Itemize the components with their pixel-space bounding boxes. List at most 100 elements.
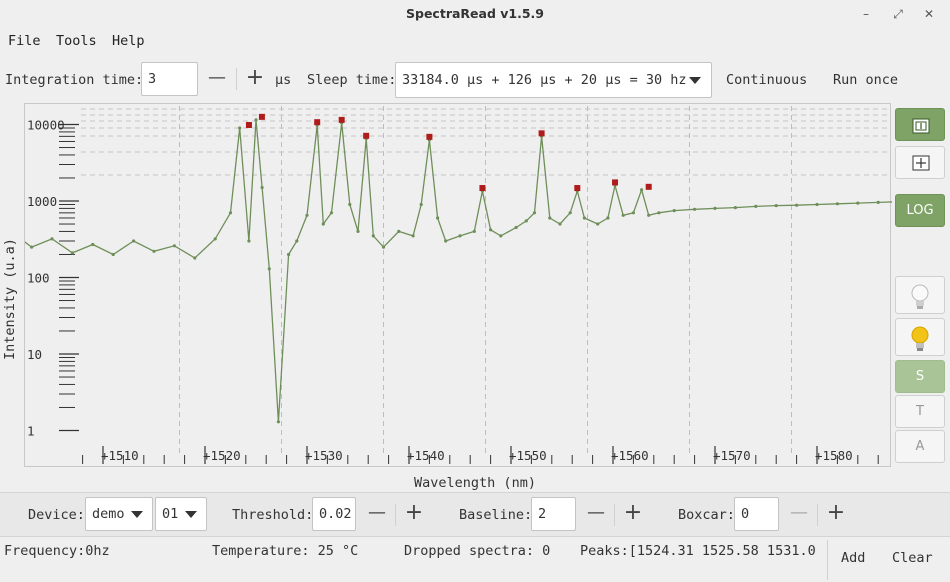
baseline-decrease-button[interactable]: —	[587, 502, 605, 523]
spectrum-point	[238, 126, 242, 130]
peak-marker	[363, 132, 370, 139]
spectrum-point	[568, 211, 572, 215]
boxcar-decrease-button[interactable]: —	[790, 502, 808, 523]
maximize-icon[interactable]: ⤢	[893, 7, 903, 21]
sleep-time-select[interactable]: 33184.0 µs + 126 µs + 20 µs = 30 hz	[395, 62, 712, 98]
boxcar-increase-button[interactable]: +	[826, 500, 846, 525]
bulb-on-icon	[911, 326, 929, 351]
sample-button[interactable]: S	[895, 360, 945, 393]
integration-increase-button[interactable]: +	[245, 65, 265, 90]
acquisition-toolbar: Integration time: 3 — + µs Sleep time: 3…	[0, 60, 950, 100]
spectrum-point	[172, 244, 176, 248]
sleep-time-value: 33184.0 µs + 126 µs + 20 µs = 30 hz	[402, 72, 687, 88]
menu-file[interactable]: File	[8, 33, 41, 49]
y-axis-label: Intensity (u.a)	[2, 238, 18, 360]
threshold-decrease-button[interactable]: —	[368, 502, 386, 523]
spectrum-series-line	[25, 119, 892, 422]
spectrum-point	[489, 228, 493, 232]
boxcar-label: Boxcar:	[678, 507, 735, 523]
spectrum-point	[411, 234, 415, 238]
peak-marker	[645, 183, 652, 190]
threshold-input[interactable]: 0.02	[312, 497, 356, 531]
baseline-input[interactable]: 2	[531, 497, 576, 531]
chevron-down-icon	[689, 77, 701, 84]
integration-unit-label: µs	[275, 72, 292, 88]
spectrum-point	[91, 242, 95, 247]
spectrum-point	[672, 209, 676, 213]
run-once-button[interactable]: Run once	[833, 72, 899, 88]
spectrum-point	[621, 213, 625, 217]
spectrum-point	[514, 225, 518, 230]
spectrum-point	[111, 252, 115, 257]
continuous-button[interactable]: Continuous	[726, 72, 808, 88]
spectrum-plot[interactable]: 10000 1000 100 10 1 +1510 +1520 +1530 +1540 +1550…	[24, 103, 892, 467]
window-title: SpectraRead v1.5.9	[406, 6, 544, 21]
integration-time-input[interactable]: 3	[141, 62, 198, 96]
snapshot-button[interactable]	[895, 108, 945, 141]
y-tick-label: 10000	[27, 118, 65, 133]
peak-marker	[258, 113, 265, 120]
baseline-increase-button[interactable]: +	[623, 500, 643, 525]
zoom-button[interactable]	[895, 146, 945, 179]
spectrum-point	[733, 206, 738, 210]
spectrum-point	[582, 216, 587, 220]
spectrum-point	[228, 211, 233, 215]
x-tick-label: +1550	[509, 448, 547, 463]
boxcar-input[interactable]: 0	[734, 497, 779, 531]
x-tick-label: +1540	[407, 448, 445, 463]
separator	[395, 504, 396, 526]
spectrum-point	[305, 213, 309, 217]
spectrum-point	[548, 216, 552, 220]
spectrum-point	[329, 211, 334, 215]
separator	[827, 540, 828, 580]
transmission-button[interactable]: T	[895, 395, 945, 428]
device-value: demo	[92, 506, 125, 522]
chevron-down-icon	[131, 511, 143, 518]
frequency-status: Frequency:0hz	[4, 543, 110, 559]
integration-decrease-button[interactable]: —	[208, 67, 226, 88]
spectrum-point	[606, 216, 610, 220]
x-tick-label: +1530	[305, 448, 343, 463]
spectrum-point	[815, 202, 819, 207]
log-toggle-button[interactable]: LOG	[895, 194, 945, 227]
minimize-icon[interactable]: –	[863, 7, 869, 21]
spectrum-point	[631, 211, 636, 215]
spectrum-point	[50, 237, 54, 241]
menu-help[interactable]: Help	[112, 33, 145, 49]
peak-marker	[314, 119, 321, 126]
add-peak-button[interactable]: Add	[841, 550, 866, 566]
spectrum-point	[287, 252, 291, 257]
dropped-spectra-status: Dropped spectra: 0	[404, 543, 551, 559]
menu-tools[interactable]: Tools	[56, 33, 97, 49]
threshold-increase-button[interactable]: +	[404, 500, 424, 525]
x-tick-label: +1520	[203, 448, 241, 463]
crosshair-icon	[912, 155, 930, 171]
spectrum-point	[419, 202, 423, 207]
x-tick-label: +1570	[713, 448, 751, 463]
spectrum-point	[247, 239, 251, 243]
spectrum-point	[152, 249, 156, 253]
peaks-status: Peaks:[1524.31 1525.58 1531.0	[580, 543, 816, 559]
sleep-time-label: Sleep time:	[307, 72, 397, 88]
device-index-select[interactable]: 01	[155, 497, 207, 531]
absorbance-button[interactable]: A	[895, 430, 945, 463]
spectrum-point	[647, 213, 651, 217]
spectrum-point	[213, 237, 217, 241]
peak-marker	[538, 130, 545, 137]
chevron-down-icon	[185, 511, 197, 518]
light-off-button[interactable]	[895, 276, 945, 314]
spectrum-point	[348, 202, 352, 207]
close-icon[interactable]: ✕	[923, 7, 935, 21]
peak-marker	[426, 133, 433, 140]
spectrum-point	[295, 239, 299, 243]
spectrum-point	[774, 204, 778, 208]
clear-peaks-button[interactable]: Clear	[892, 550, 933, 566]
device-label: Device:	[28, 507, 85, 523]
x-axis-label: Wavelength (nm)	[414, 475, 536, 491]
separator	[614, 504, 615, 526]
spectrum-point	[371, 234, 375, 238]
light-on-button[interactable]	[895, 318, 945, 356]
integration-time-label: Integration time:	[5, 72, 144, 88]
peak-marker	[245, 122, 252, 129]
x-tick-label: +1580	[815, 448, 853, 463]
